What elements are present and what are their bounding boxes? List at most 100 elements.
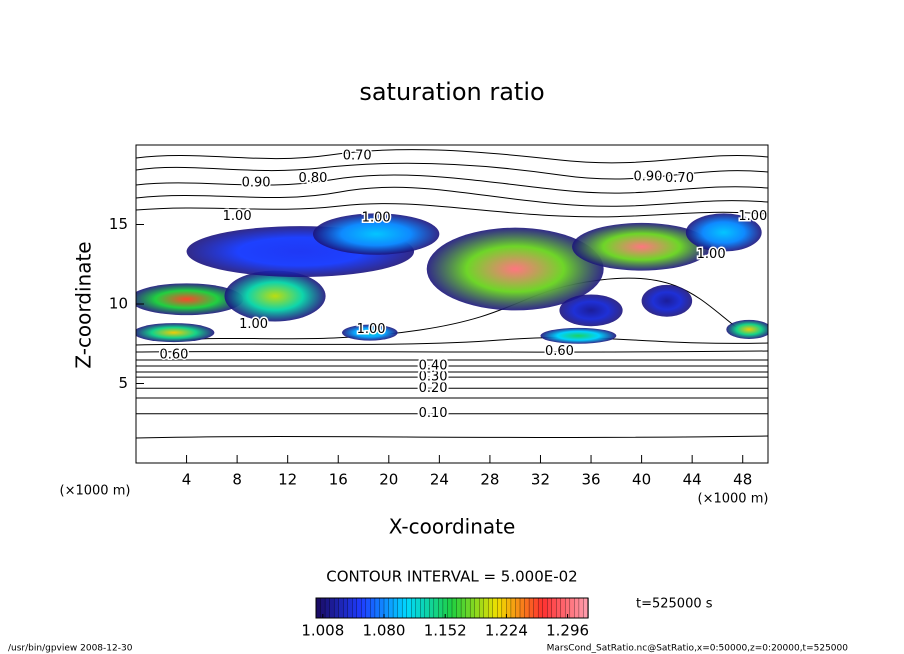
contour-label: 0.90 bbox=[633, 169, 662, 184]
x-tick-label: 12 bbox=[278, 471, 297, 489]
colorbar-segment bbox=[343, 597, 349, 619]
saturation-region bbox=[559, 294, 623, 327]
colorbar-segment bbox=[524, 597, 530, 619]
colorbar-segment bbox=[533, 597, 539, 619]
y-tick-label: 10 bbox=[109, 295, 128, 313]
x-unit: (×1000 m) bbox=[698, 492, 769, 507]
colorbar-segment bbox=[506, 597, 512, 619]
contour-label: 0.70 bbox=[665, 171, 694, 186]
chart-title: saturation ratio bbox=[359, 78, 544, 106]
colorbar-segment bbox=[438, 597, 444, 619]
contour-interval: CONTOUR INTERVAL = 5.000E-02 bbox=[326, 568, 577, 586]
x-tick-label: 40 bbox=[632, 471, 651, 489]
colorbar-segment bbox=[406, 597, 412, 619]
saturation-region bbox=[726, 319, 768, 339]
saturation-region bbox=[224, 270, 326, 322]
colorbar-segment bbox=[429, 597, 435, 619]
colorbar-segment bbox=[497, 597, 503, 619]
y-tick-label: 15 bbox=[109, 215, 128, 233]
colorbar-segment bbox=[574, 597, 580, 619]
x-tick-label: 32 bbox=[531, 471, 550, 489]
time-label: t=525000 s bbox=[636, 597, 713, 612]
colorbar-segment bbox=[433, 597, 440, 619]
colorbar-segment bbox=[469, 597, 476, 619]
colorbar-segment bbox=[560, 597, 566, 619]
saturation-region bbox=[136, 323, 215, 343]
colorbar-segment bbox=[515, 597, 521, 619]
colorbar-segment bbox=[347, 597, 353, 619]
saturation-region bbox=[426, 227, 604, 311]
colorbar-segment bbox=[465, 597, 471, 619]
colorbar-segment bbox=[447, 597, 453, 619]
colorbar-tick-label: 1.080 bbox=[363, 622, 406, 640]
colorbar-segment bbox=[537, 597, 544, 619]
footer-left: /usr/bin/gpview 2008-12-30 bbox=[8, 644, 133, 654]
x-tick-label: 24 bbox=[430, 471, 449, 489]
x-tick-label: 36 bbox=[581, 471, 600, 489]
y-axis-label: Z-coordinate bbox=[72, 241, 96, 368]
x-tick-label: 44 bbox=[683, 471, 702, 489]
colorbar-segment bbox=[483, 597, 489, 619]
colorbar-segment bbox=[361, 597, 367, 619]
y-tick-label: 5 bbox=[118, 374, 128, 392]
colorbar-segment bbox=[479, 597, 485, 619]
colorbar-segment bbox=[547, 597, 553, 619]
contour-label: 0.90 bbox=[242, 176, 271, 191]
x-tick-label: 16 bbox=[329, 471, 348, 489]
colorbar-segment bbox=[397, 597, 403, 619]
colorbar-segment bbox=[569, 597, 576, 619]
colorbar-segment bbox=[474, 597, 480, 619]
contour-label: 1.00 bbox=[697, 247, 726, 262]
colorbar-segment bbox=[415, 597, 421, 619]
contour-label: 0.10 bbox=[419, 406, 448, 421]
colorbar-segment bbox=[324, 597, 331, 619]
contour-label: 1.00 bbox=[362, 211, 391, 226]
colorbar-segment bbox=[420, 597, 426, 619]
colorbar-segment bbox=[456, 597, 462, 619]
colorbar-segment bbox=[329, 597, 335, 619]
colorbar-segment bbox=[528, 597, 535, 619]
colorbar-tick-label: 1.224 bbox=[485, 622, 528, 640]
colorbar-segment bbox=[556, 597, 562, 619]
x-tick-label: 20 bbox=[379, 471, 398, 489]
colorbar-segment bbox=[542, 597, 548, 619]
colorbar-segment bbox=[519, 597, 526, 619]
colorbar-segment bbox=[370, 597, 376, 619]
colorbar-segment bbox=[492, 597, 498, 619]
contour-label: 1.00 bbox=[738, 209, 767, 224]
colorbar-segment bbox=[392, 597, 399, 619]
saturation-region bbox=[342, 324, 398, 341]
saturation-region bbox=[540, 327, 617, 344]
contour-label: 0.20 bbox=[419, 381, 448, 396]
colorbar-tick-label: 1.152 bbox=[424, 622, 467, 640]
x-axis-label: X-coordinate bbox=[389, 515, 516, 539]
footer-right: MarsCond_SatRatio.nc@SatRatio,x=0:50000,… bbox=[547, 644, 849, 654]
colorbar-segment bbox=[356, 597, 362, 619]
colorbar-segment bbox=[388, 597, 394, 619]
contour-label: 0.30 bbox=[419, 370, 448, 385]
x-tick-label: 4 bbox=[182, 471, 192, 489]
plot-area: 0.100.200.300.400.700.800.90 0.90 0.701.00… bbox=[136, 147, 768, 439]
colorbar-segment bbox=[551, 597, 557, 619]
contour-label: 0.80 bbox=[298, 171, 327, 186]
colorbar-segment bbox=[315, 597, 322, 619]
colorbar-segment bbox=[338, 597, 344, 619]
x-tick-label: 8 bbox=[232, 471, 242, 489]
saturation-region bbox=[136, 283, 244, 316]
colorbar-segment bbox=[411, 597, 417, 619]
colorbar-segment bbox=[383, 597, 390, 619]
x-tick-label: 48 bbox=[733, 471, 752, 489]
saturation-region bbox=[312, 213, 440, 255]
contour-decoration bbox=[136, 149, 768, 439]
colorbar-segment bbox=[460, 597, 467, 619]
colorbar-segment bbox=[451, 597, 458, 619]
colorbar-segment bbox=[374, 597, 381, 619]
colorbar-tick-label: 1.008 bbox=[301, 622, 344, 640]
y-unit: (×1000 m) bbox=[60, 484, 131, 499]
colorbar-tick-label: 1.296 bbox=[546, 622, 589, 640]
colorbar-segment bbox=[424, 597, 430, 619]
colorbar-segment bbox=[352, 597, 358, 619]
saturation-region bbox=[685, 213, 762, 252]
contour-label: 0.60 bbox=[159, 347, 188, 362]
